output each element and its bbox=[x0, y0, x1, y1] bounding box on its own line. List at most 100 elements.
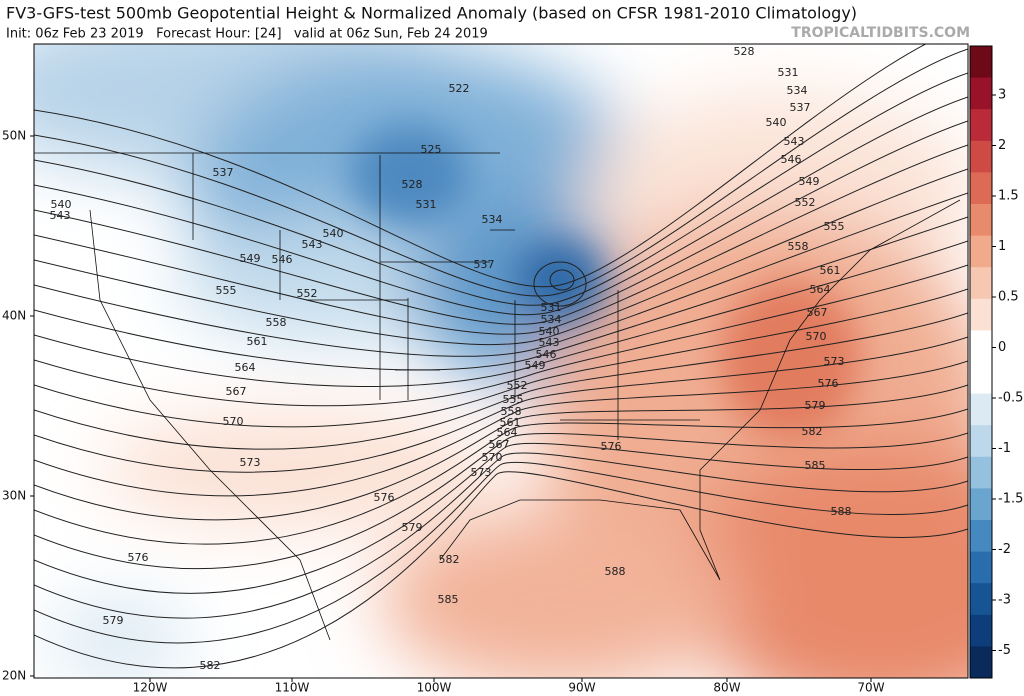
contour-line bbox=[34, 44, 927, 288]
colorbar-cell bbox=[970, 646, 992, 679]
contour-label: 540 bbox=[323, 227, 344, 240]
contour-label: 579 bbox=[103, 614, 124, 627]
contour-label: 543 bbox=[539, 336, 560, 349]
colorbar-label: -3 bbox=[998, 593, 1011, 608]
lat-label: 20N bbox=[2, 669, 26, 683]
contour-line bbox=[34, 336, 968, 473]
contour-label: 579 bbox=[402, 521, 423, 534]
colorbar-cell bbox=[970, 551, 992, 584]
contour-line bbox=[34, 471, 968, 669]
contour-label: 588 bbox=[831, 505, 852, 518]
contour-label: 528 bbox=[402, 178, 423, 191]
colorbar-cell bbox=[970, 109, 992, 142]
contour-label: 549 bbox=[799, 175, 820, 188]
colorbar: 3 2 1.5 1 0.5 0 -0.5 -1 -1.5 -2 -3 -5 bbox=[969, 45, 1023, 679]
contour-label: 540 bbox=[539, 325, 560, 338]
colorbar-cell bbox=[970, 140, 992, 173]
contour-line bbox=[34, 384, 968, 521]
contour-label: 552 bbox=[507, 379, 528, 392]
contour-label: 573 bbox=[824, 355, 845, 368]
contour-line bbox=[34, 72, 968, 306]
contour-label: 573 bbox=[240, 456, 261, 469]
colorbar-cell bbox=[970, 330, 992, 363]
colorbar-cell bbox=[970, 456, 992, 489]
contour-line bbox=[34, 408, 968, 545]
contour-label: 552 bbox=[297, 287, 318, 300]
colorbar-cell bbox=[970, 583, 992, 616]
borders bbox=[34, 152, 961, 641]
contour-label: 552 bbox=[795, 196, 816, 209]
contour-label: 585 bbox=[805, 459, 826, 472]
contour-label: 561 bbox=[247, 335, 268, 348]
colorbar-label: -1.5 bbox=[998, 492, 1023, 507]
colorbar-label: -1 bbox=[998, 441, 1011, 456]
contour-line bbox=[34, 48, 968, 297]
colorbar-label: 1 bbox=[998, 239, 1006, 254]
contour-label: 543 bbox=[50, 209, 71, 222]
contour-label: 525 bbox=[421, 143, 442, 156]
contour-line bbox=[34, 168, 968, 346]
contour-line bbox=[34, 360, 968, 497]
lon-label: 70W bbox=[857, 681, 884, 695]
colorbar-cell bbox=[970, 425, 992, 458]
contour-label: 534 bbox=[541, 313, 562, 326]
colorbar-cell bbox=[970, 267, 992, 300]
contour-label: 576 bbox=[128, 551, 149, 564]
contour-line bbox=[34, 288, 968, 428]
colorbar-cell bbox=[970, 204, 992, 237]
contour-label: 573 bbox=[471, 466, 492, 479]
contour-label: 528 bbox=[734, 45, 755, 58]
colorbar-cell bbox=[970, 393, 992, 426]
contour-label: 582 bbox=[200, 659, 221, 672]
contour-line bbox=[34, 442, 968, 594]
lat-label: 30N bbox=[2, 489, 26, 503]
colorbar-cell bbox=[970, 298, 992, 331]
colorbar-label: 0.5 bbox=[998, 290, 1019, 305]
contour-line bbox=[34, 432, 968, 569]
contour-label: 555 bbox=[503, 393, 524, 406]
contour-label: 540 bbox=[766, 116, 787, 129]
contour-label: 537 bbox=[213, 166, 234, 179]
contour-line bbox=[549, 269, 575, 291]
contour-line bbox=[34, 452, 968, 619]
contour-line bbox=[34, 144, 968, 335]
contour-label: 555 bbox=[824, 220, 845, 233]
contour-line bbox=[34, 312, 968, 450]
contour-label: 537 bbox=[790, 101, 811, 114]
contour-label: 555 bbox=[216, 284, 237, 297]
contour-label: 534 bbox=[787, 84, 808, 97]
contour-label: 540 bbox=[51, 198, 72, 211]
contour-label: 567 bbox=[226, 385, 247, 398]
contour-label: 546 bbox=[272, 253, 293, 266]
lon-label: 90W bbox=[568, 681, 595, 695]
colorbar-label: 0 bbox=[998, 340, 1006, 355]
brand: TROPICALTIDBITS.COM bbox=[791, 25, 970, 41]
contour-label: 567 bbox=[489, 438, 510, 451]
colorbar-cell bbox=[970, 77, 992, 110]
contour-label: 558 bbox=[788, 240, 809, 253]
contour-label: 531 bbox=[416, 198, 437, 211]
lat-label: 50N bbox=[2, 129, 26, 143]
contour-label: 543 bbox=[784, 135, 805, 148]
contour-label: 522 bbox=[449, 82, 470, 95]
contour-line bbox=[533, 261, 587, 307]
contour-label: 534 bbox=[482, 213, 503, 226]
colorbar-cell bbox=[970, 520, 992, 553]
contour-label: 564 bbox=[497, 426, 518, 439]
contour-label: 564 bbox=[235, 361, 256, 374]
contour-label: 549 bbox=[525, 359, 546, 372]
colorbar-cell bbox=[970, 235, 992, 268]
contour-label: 567 bbox=[807, 306, 828, 319]
contour-label: 582 bbox=[439, 553, 460, 566]
contour-label: 585 bbox=[438, 593, 459, 606]
contour-label: 558 bbox=[501, 405, 522, 418]
colorbar-label: 3 bbox=[998, 88, 1006, 103]
colorbar-label: 2 bbox=[998, 138, 1006, 153]
contour-line bbox=[34, 264, 968, 407]
contour-line bbox=[34, 192, 968, 357]
contour-label: 576 bbox=[818, 377, 839, 390]
contour-label: 564 bbox=[810, 283, 831, 296]
contour-labels: 5285315345375405435465495525555585615645… bbox=[50, 45, 852, 672]
